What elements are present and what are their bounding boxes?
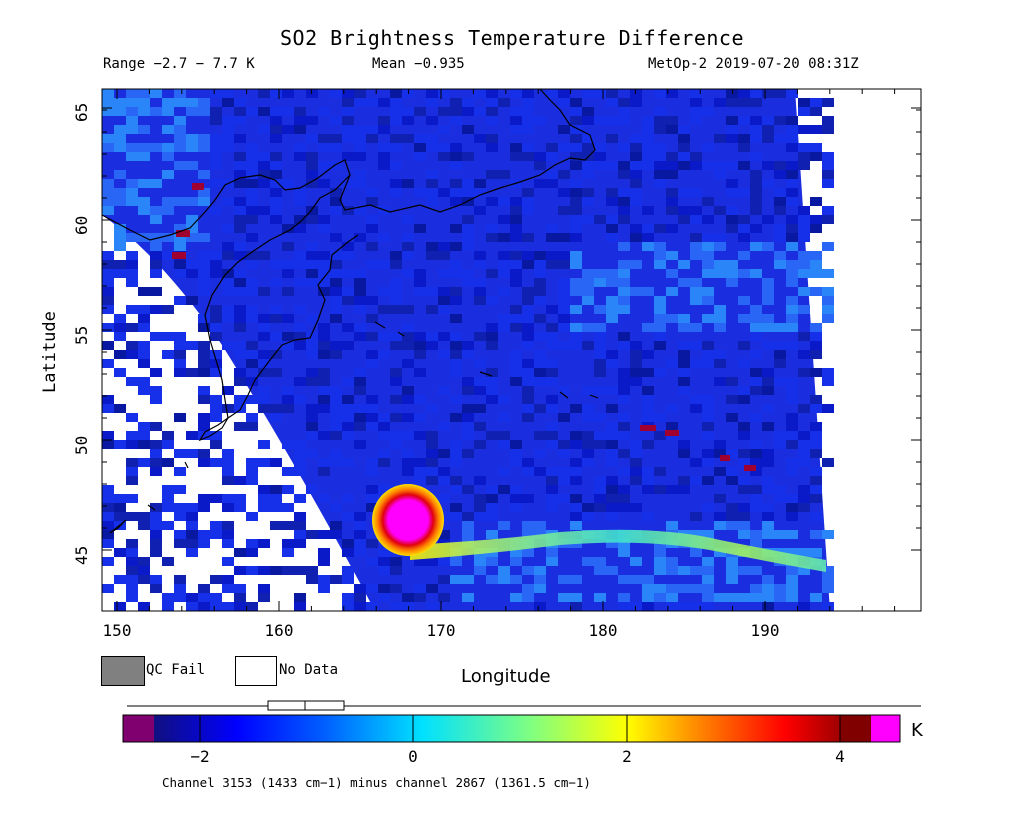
colorbar-caption: Channel 3153 (1433 cm−1) minus channel 2…: [162, 775, 591, 790]
x-tick-180: 180: [588, 621, 618, 640]
source-text: MetOp-2 2019-07-20 08:31Z: [648, 56, 859, 72]
swath-data: [102, 89, 834, 611]
x-tick-170: 170: [426, 621, 456, 640]
cb-tick-4: 4: [835, 747, 845, 766]
chart-title: SO2 Brightness Temperature Difference: [279, 26, 745, 50]
so2-hotspot: [372, 484, 444, 556]
range-box: [267, 700, 345, 711]
cb-tick-2: 2: [622, 747, 632, 766]
x-tick-160: 160: [264, 621, 294, 640]
cb-tick-neg2: −2: [190, 747, 210, 766]
qc-fail-swatch: [101, 656, 145, 686]
cb-tick-0: 0: [408, 747, 418, 766]
mean-text: Mean −0.935: [372, 56, 465, 72]
x-axis-label: Longitude: [461, 666, 551, 687]
plot-frame: [101, 88, 922, 612]
x-tick-190: 190: [750, 621, 780, 640]
so2-plume: [410, 529, 826, 572]
coastlines: [102, 89, 599, 534]
no-data-label: No Data: [279, 662, 339, 678]
colorbar-unit: K: [911, 720, 923, 741]
qc-fail-label: QC Fail: [146, 662, 206, 678]
range-text: Range −2.7 − 7.7 K: [103, 56, 255, 72]
x-tick-150: 150: [102, 621, 132, 640]
no-data-swatch: [235, 656, 277, 686]
